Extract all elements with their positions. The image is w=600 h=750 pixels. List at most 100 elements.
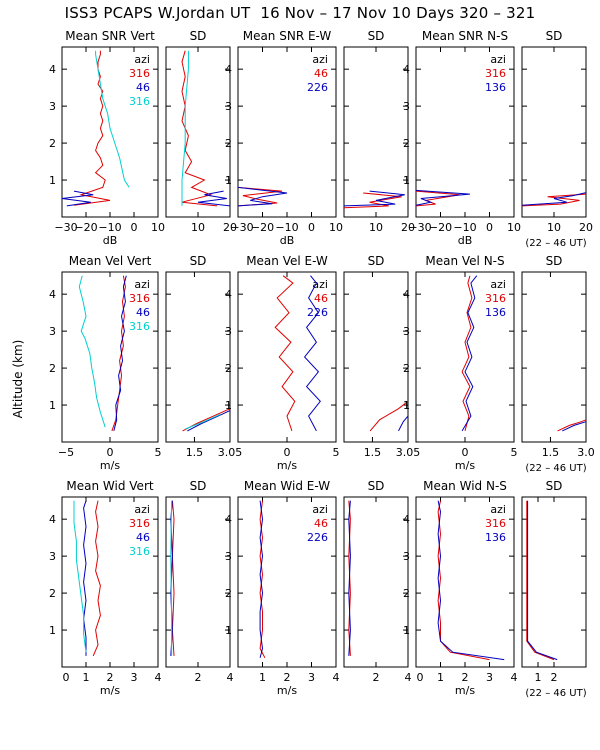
row1-panel4-series-blue-2	[343, 190, 405, 207]
row3-panel3-series-blue-2	[259, 500, 264, 658]
row1-panel1-series-red-1	[73, 50, 111, 206]
row2-panel1-series-red-1	[111, 275, 126, 432]
row3-panel1-series-blue-2	[83, 500, 87, 656]
row3-panel3-legend-red: 46	[314, 517, 328, 530]
row2-panel1-series-blue-2	[113, 275, 127, 432]
row1-panel6-xtick-label: 10	[547, 221, 561, 234]
row3-panel4-xtick-label: 4	[405, 671, 412, 684]
row3-panel2-frame	[165, 496, 231, 668]
row2-panel5-title: Mean Vel N-S	[425, 254, 504, 268]
row2-panel6-title: SD	[546, 254, 563, 268]
row3-panel5-xtick-label: 4	[511, 671, 518, 684]
row2-panel3-title: Mean Vel E-W	[246, 254, 328, 268]
row2-panel5-xtick-label: 0	[462, 446, 469, 459]
row2-panel3-ytick-label: 4	[225, 288, 232, 301]
row2-panel5-xtick-label: 5	[511, 446, 518, 459]
row1-panel1-ytick-label: 3	[49, 100, 56, 113]
row1-panel1-legend-title: azi	[134, 53, 150, 66]
chart-title: ISS3 PCAPS W.Jordan UT 16 Nov – 17 Nov 1…	[64, 4, 536, 22]
row3-panel5-xtick-label: 1	[437, 671, 444, 684]
row2-panel3-ytick-label: 3	[225, 325, 232, 338]
row1-panel6-series-blue-2	[521, 192, 587, 206]
row3-panel5-series-red-1	[437, 500, 490, 661]
row1-panel3-legend-title: azi	[312, 53, 328, 66]
row1-panel4-xtick-label: 10	[369, 221, 383, 234]
row1-panel3-ytick-label: 4	[225, 63, 232, 76]
row3-panel6-xtick-label: 1	[535, 671, 542, 684]
row2-panel5-series-red-1	[461, 275, 473, 432]
row1-panel3-xtick-label: 10	[329, 221, 343, 234]
row3-panel3-ytick-label: 1	[225, 624, 232, 637]
row3-panel1-xtick-label: 4	[155, 671, 162, 684]
row1-panel6-series-red-1	[521, 193, 587, 207]
row2-panel1-xtick-label: 0	[107, 446, 114, 459]
row1-panel1-ytick-label: 4	[49, 63, 56, 76]
row3-panel3-ytick-label: 3	[225, 550, 232, 563]
row1-panel1-xtick-label: 0	[131, 221, 138, 234]
row2-panel4-series-blue-2	[398, 415, 409, 432]
row2-panel3-legend-red: 46	[314, 292, 328, 305]
row1-panel4-xtick-label: 20	[401, 221, 415, 234]
row3-panel5-xtick-label: 0	[417, 671, 424, 684]
row2-panel2-frame	[165, 271, 231, 443]
row2-panel1-legend-red: 316	[129, 292, 150, 305]
row1-panel1-xlabel: dB	[103, 234, 118, 247]
row3-panel6-series-blue-2	[527, 500, 558, 661]
row3-panel2-title: SD	[190, 479, 207, 493]
row2-panel1-ytick-label: 3	[49, 325, 56, 338]
row2-panel5-series-blue-2	[461, 275, 478, 432]
row1-panel5-ytick-label: 1	[403, 174, 410, 187]
row1-panel1-series-blue-2	[61, 190, 94, 207]
row2-panel5-ytick-label: 1	[403, 399, 410, 412]
row2-panel3-legend-title: azi	[312, 278, 328, 291]
row1-panel6-xtick-label: 20	[579, 221, 593, 234]
row3-panel2-series-cyan-3	[170, 500, 173, 656]
row1-panel5-xtick-label: −20	[429, 221, 452, 234]
row2-panel3-series-red-1	[274, 275, 296, 432]
row3-panel1-xlabel: m/s	[100, 684, 120, 697]
row3-panel5-xtick-label: 2	[462, 671, 469, 684]
row2-panel6-frame	[521, 271, 587, 443]
row1-panel1-title: Mean SNR Vert	[65, 29, 155, 43]
row1-panel3-xtick-label: −20	[251, 221, 274, 234]
row2-panel5-ytick-label: 3	[403, 325, 410, 338]
row1-panel5-legend-blue: 136	[485, 81, 506, 94]
row1-panel1-ytick-label: 1	[49, 174, 56, 187]
row2-panel2-series-cyan-3	[184, 413, 221, 430]
row1-panel2-series-blue-2	[197, 190, 231, 207]
row1-panel5-xtick-label: −10	[453, 221, 476, 234]
row2-panel3-xlabel: m/s	[277, 459, 297, 472]
row1-panel3-xtick-label: −10	[275, 221, 298, 234]
row3-panel3-ytick-label: 2	[225, 587, 232, 600]
row3-panel4-title: SD	[368, 479, 385, 493]
row3-panel1-series-red-1	[92, 500, 101, 657]
row2-panel5-ytick-label: 4	[403, 288, 410, 301]
row1-panel3-xlabel: dB	[280, 234, 295, 247]
row3-panel5-ytick-label: 3	[403, 550, 410, 563]
row3-panel5-legend-blue: 136	[485, 531, 506, 544]
row2-panel1-ytick-label: 4	[49, 288, 56, 301]
row1-panel2-series-cyan-3	[181, 50, 189, 206]
row2-panel6-series-red-1	[557, 419, 587, 432]
row3-panel3-ytick-label: 4	[225, 513, 232, 526]
row3-panel5-xlabel: m/s	[455, 684, 475, 697]
row3-panel4-frame	[343, 496, 409, 668]
row1-panel2-series-red-1	[181, 50, 218, 207]
row3-panel3-legend-blue: 226	[307, 531, 328, 544]
row1-panel4-series-red-1	[343, 192, 402, 209]
row2-panel6-xtick-label: 3.0	[577, 446, 595, 459]
row1-panel5-legend-red: 316	[485, 67, 506, 80]
row2-panel1-series-cyan-3	[78, 275, 106, 428]
row1-panel3-series-blue-2	[237, 186, 288, 207]
row2-panel5-legend-title: azi	[490, 278, 506, 291]
row2-panel4-xtick-label: 1.5	[364, 446, 382, 459]
row3-panel6-title: SD	[546, 479, 563, 493]
row3-panel1-series-cyan-3	[73, 500, 87, 653]
row2-panel2-xtick-label: 3.05	[218, 446, 243, 459]
row2-panel2-xtick-label: 1.5	[186, 446, 204, 459]
row1-panel5-ytick-label: 2	[403, 137, 410, 150]
row3-panel1-legend-cyan: 316	[129, 545, 150, 558]
row2-panel1-title: Mean Vel Vert	[69, 254, 152, 268]
row1-panel1-xtick-label: 10	[151, 221, 165, 234]
row3-panel1-xtick-label: 1	[83, 671, 90, 684]
